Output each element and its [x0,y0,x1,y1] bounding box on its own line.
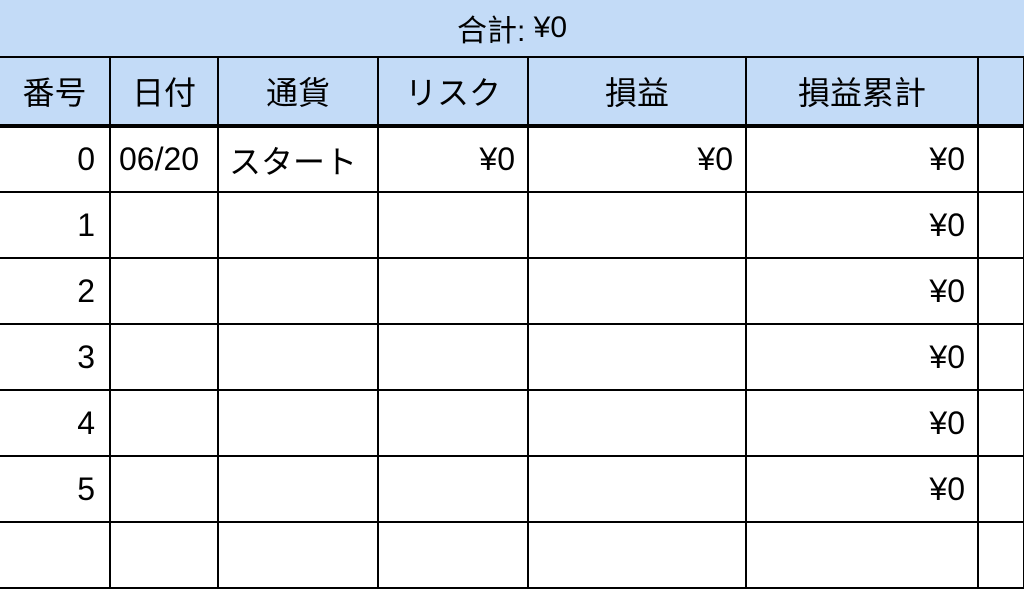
col-header-extra [978,58,1024,126]
cell-cumulative[interactable]: ¥0 [746,192,978,258]
cell-currency[interactable] [218,522,378,588]
summary-bar: 合計: ¥0 [0,0,1024,58]
cell-risk[interactable] [378,192,528,258]
cell-pl[interactable] [528,324,746,390]
table-row: 1 ¥0 [0,192,1024,258]
cell-pl[interactable] [528,522,746,588]
cell-cumulative[interactable]: ¥0 [746,258,978,324]
cell-extra[interactable] [978,126,1024,192]
cell-date[interactable] [110,192,218,258]
cell-number[interactable]: 1 [0,192,110,258]
cell-cumulative[interactable]: ¥0 [746,126,978,192]
cell-date[interactable] [110,522,218,588]
cell-pl[interactable] [528,390,746,456]
cell-number[interactable]: 4 [0,390,110,456]
summary-value: ¥0 [534,11,567,45]
cell-pl[interactable] [528,192,746,258]
cell-date[interactable] [110,390,218,456]
cell-currency[interactable] [218,390,378,456]
cell-date[interactable]: 06/20 [110,126,218,192]
col-header-currency[interactable]: 通貨 [218,58,378,126]
cell-extra[interactable] [978,258,1024,324]
cell-pl[interactable]: ¥0 [528,126,746,192]
cell-risk[interactable] [378,258,528,324]
cell-currency[interactable] [218,324,378,390]
table-row: 2 ¥0 [0,258,1024,324]
cell-date[interactable] [110,456,218,522]
cell-pl[interactable] [528,456,746,522]
summary-label: 合計: [457,6,525,50]
cell-risk[interactable] [378,522,528,588]
cell-extra[interactable] [978,390,1024,456]
col-header-date[interactable]: 日付 [110,58,218,126]
ledger-table: 番号 日付 通貨 リスク 損益 損益累計 0 06/20 スタート ¥0 ¥0 … [0,58,1024,589]
cell-currency[interactable]: スタート [218,126,378,192]
table-header-row: 番号 日付 通貨 リスク 損益 損益累計 [0,58,1024,126]
cell-number[interactable]: 3 [0,324,110,390]
col-header-cumulative[interactable]: 損益累計 [746,58,978,126]
col-header-risk[interactable]: リスク [378,58,528,126]
cell-cumulative[interactable] [746,522,978,588]
cell-number[interactable]: 0 [0,126,110,192]
cell-extra[interactable] [978,324,1024,390]
table-row: 3 ¥0 [0,324,1024,390]
col-header-pl[interactable]: 損益 [528,58,746,126]
cell-risk[interactable]: ¥0 [378,126,528,192]
cell-number[interactable]: 2 [0,258,110,324]
cell-extra[interactable] [978,192,1024,258]
table-row: 5 ¥0 [0,456,1024,522]
cell-cumulative[interactable]: ¥0 [746,456,978,522]
col-header-number[interactable]: 番号 [0,58,110,126]
cell-currency[interactable] [218,456,378,522]
cell-extra[interactable] [978,456,1024,522]
cell-risk[interactable] [378,390,528,456]
table-row: 4 ¥0 [0,390,1024,456]
cell-extra[interactable] [978,522,1024,588]
cell-number[interactable]: 5 [0,456,110,522]
cell-risk[interactable] [378,456,528,522]
cell-date[interactable] [110,324,218,390]
spreadsheet-view: 合計: ¥0 番号 日付 通貨 リスク 損益 損益累計 [0,0,1024,523]
cell-currency[interactable] [218,192,378,258]
cell-pl[interactable] [528,258,746,324]
cell-currency[interactable] [218,258,378,324]
cell-cumulative[interactable]: ¥0 [746,324,978,390]
cell-date[interactable] [110,258,218,324]
cell-number[interactable] [0,522,110,588]
table-body: 0 06/20 スタート ¥0 ¥0 ¥0 1 ¥0 2 [0,126,1024,588]
table-row: 0 06/20 スタート ¥0 ¥0 ¥0 [0,126,1024,192]
cell-risk[interactable] [378,324,528,390]
table-row [0,522,1024,588]
cell-cumulative[interactable]: ¥0 [746,390,978,456]
